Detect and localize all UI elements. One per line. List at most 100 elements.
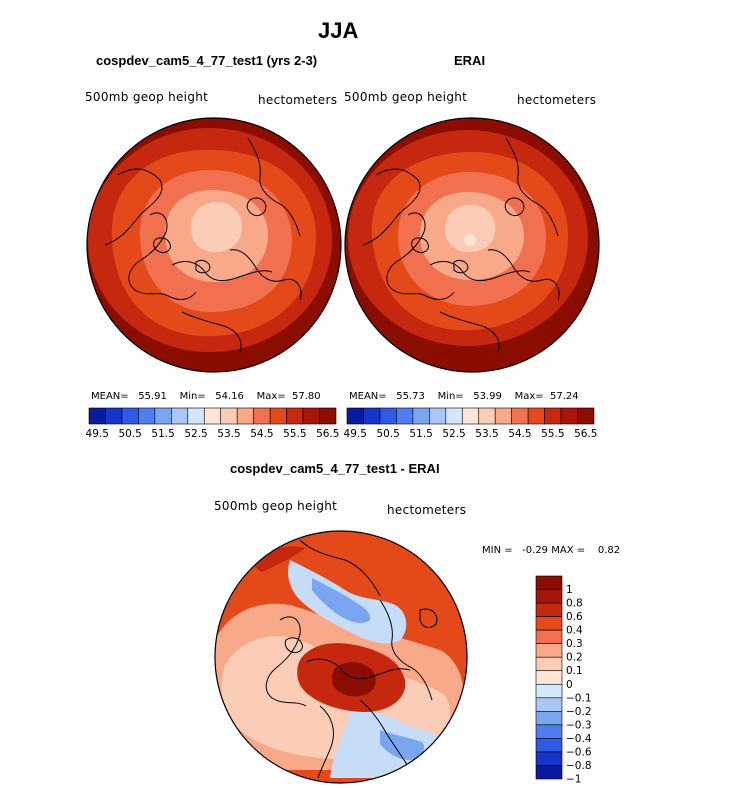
panel2-colorbar-ticklabel: 56.5 (574, 428, 597, 440)
panel2-band-7 (464, 234, 476, 246)
panel1-max-label: Max= (256, 391, 286, 402)
panel2-colorbar-cell (363, 407, 381, 425)
panel2-colorbar-cell (511, 407, 529, 425)
panel1-colorbar-cell (171, 407, 189, 425)
panel2-colorbar-ticklabel: 53.5 (475, 428, 498, 440)
panel1-colorbar-ticklabel: 54.5 (250, 428, 273, 440)
panel3-colorbar-cell (535, 765, 563, 780)
panel3-colorbar-ticklabel: 0 (566, 679, 573, 691)
panel1-colorbar-cell (286, 407, 304, 425)
panel3-colorbar-cell (535, 575, 563, 590)
panel2-colorbar-cell (544, 407, 562, 425)
panel2-colorbar-cell (527, 407, 545, 425)
panel3-colorbar-cell (535, 738, 563, 753)
panel2-min-value: 53.99 (473, 391, 502, 402)
panel1-mean-value: 55.91 (138, 391, 167, 402)
panel3-stats: MIN = -0.29 MAX = 0.82 (482, 545, 620, 556)
panel1-band-6 (190, 201, 243, 253)
panel3-colorbar-cell (535, 683, 563, 699)
panel2-colorbar-cell (560, 407, 578, 425)
panel3-colorbar-cell (535, 697, 563, 712)
panel1-right-label: hectometers (258, 93, 338, 107)
panel3-colorbar-ticklabel: 0.3 (566, 638, 583, 650)
panel2-colorbar: 49.5 50.5 51.5 52.5 53.5 54.5 55.5 56.5 (344, 407, 597, 440)
panel1-colorbar-cell (138, 407, 156, 425)
panel2-colorbar-ticklabel: 52.5 (442, 428, 465, 440)
panel3-colorbar-cell (535, 711, 563, 726)
panel1-colorbar-cell (220, 407, 238, 425)
panel1-colorbar-cell (88, 407, 106, 425)
page-title: JJA (318, 18, 359, 43)
panel1-min-value: 54.16 (215, 391, 244, 402)
panel2-colorbar-cell (461, 407, 480, 425)
panel3-title: cospdev_cam5_4_77_test1 - ERAI (230, 461, 440, 476)
panel3-map (214, 530, 468, 784)
panel1-min-label: Min= (179, 391, 206, 402)
panel2-map (344, 117, 600, 373)
panel3-min-label: MIN = (482, 545, 513, 556)
panel2-stats: MEAN= 55.73 Min= 53.99 Max= 57.24 (349, 391, 579, 402)
panel1-colorbar-cell (269, 407, 287, 425)
panel1-colorbar-cell (236, 407, 254, 425)
panel3-colorbar-ticklabel: 1 (566, 584, 573, 596)
panel2-max-value: 57.24 (550, 391, 579, 402)
panel3-colorbar-ticklabel: 0.6 (566, 611, 583, 623)
panel3-colorbar-cell (535, 643, 563, 658)
panel2-colorbar-cell (346, 407, 364, 425)
panel3-colorbar-ticklabel: −0.6 (566, 746, 592, 758)
panel1-title: cospdev_cam5_4_77_test1 (yrs 2-3) (96, 53, 318, 68)
panel1-colorbar-cell (302, 407, 320, 425)
panel1-colorbar-cell (319, 407, 337, 425)
panel3-colorbar-ticklabel: 0.2 (566, 652, 583, 664)
panel3-colorbar-ticklabel: 0.1 (566, 665, 583, 677)
panel3-band-blue-south (380, 730, 425, 760)
panel1-colorbar-ticklabel: 52.5 (184, 428, 207, 440)
panel3-colorbar-cell (535, 616, 563, 631)
panel3-colorbar-ticklabel: −0.8 (566, 760, 592, 772)
panel2-colorbar-ticklabel: 51.5 (409, 428, 432, 440)
panel1-colorbar: 49.5 50.5 51.5 52.5 53.5 54.5 55.5 56.5 (86, 407, 339, 440)
panel3-max-label: MAX = (551, 545, 586, 556)
panel1-colorbar-ticklabel: 53.5 (217, 428, 240, 440)
panel2-left-label: 500mb geop height (344, 90, 468, 104)
panel3-colorbar-cell (535, 670, 563, 685)
panel3-left-label: 500mb geop height (214, 499, 338, 513)
panel2-min-label: Min= (437, 391, 464, 402)
panel1-colorbar-cell (105, 407, 123, 425)
panel1-coastlines (104, 137, 302, 353)
panel1-colorbar-ticklabel: 56.5 (316, 428, 339, 440)
panel1-map (86, 117, 342, 373)
panel3-colorbar-ticklabel: −0.2 (566, 706, 592, 718)
panel1-map-border (86, 117, 342, 373)
panel2-colorbar-ticklabel: 49.5 (344, 428, 367, 440)
panel1-colorbar-cell (253, 407, 271, 425)
panel3-colorbar-ticklabel: −0.4 (566, 733, 592, 745)
panel2-colorbar-cell (577, 407, 595, 425)
panel3-colorbar-ticklabel: −0.1 (566, 692, 592, 704)
panel1-max-value: 57.80 (292, 391, 321, 402)
panel3-colorbar-ticklabel: 0.8 (566, 598, 583, 610)
panel2-right-label: hectometers (517, 93, 597, 107)
panel2-band-6 (444, 204, 496, 253)
panel3-colorbar-cell (535, 602, 563, 617)
panel2-colorbar-cell (379, 407, 397, 425)
panel3-colorbar-cell (535, 589, 563, 604)
panel1-left-label: 500mb geop height (85, 90, 209, 104)
panel3-colorbar: 1 0.80.6 0.40.3 0.20.1 0−0.1 −0.2−0.3 −0.4−0.6… (535, 575, 592, 786)
panel2-mean-value: 55.73 (396, 391, 425, 402)
panel2-colorbar-ticklabel: 54.5 (508, 428, 531, 440)
panel1-mean-label: MEAN= (91, 391, 129, 402)
panel2-colorbar-cell (494, 407, 512, 425)
panel1-colorbar-cell (154, 407, 172, 425)
panel1-colorbar-ticklabel: 55.5 (283, 428, 306, 440)
panel2-colorbar-cell (445, 407, 463, 425)
panel2-colorbar-cell (396, 407, 414, 425)
panel3-colorbar-cell (535, 751, 563, 766)
panel3-map-border (214, 530, 468, 784)
panel3-right-label: hectometers (387, 503, 467, 517)
panel1-colorbar-ticklabel: 50.5 (118, 428, 141, 440)
panel1-colorbar-ticklabel: 49.5 (86, 428, 109, 440)
panel2-colorbar-ticklabel: 55.5 (541, 428, 564, 440)
panel2-colorbar-ticklabel: 50.5 (376, 428, 399, 440)
